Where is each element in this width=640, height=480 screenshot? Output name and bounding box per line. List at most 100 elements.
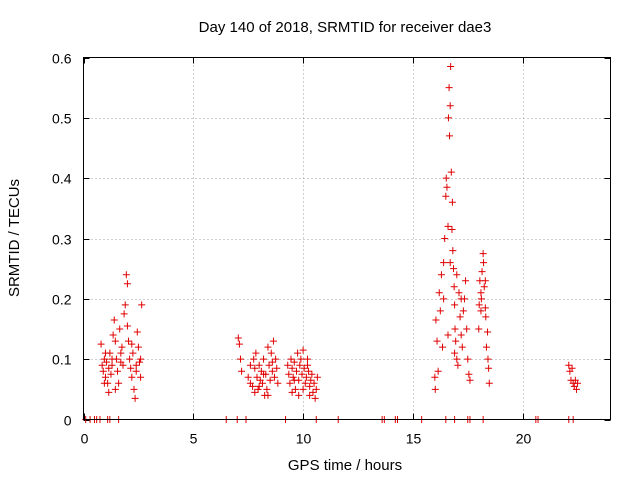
data-point xyxy=(265,361,273,369)
data-point xyxy=(456,313,464,321)
data-point xyxy=(271,373,279,381)
data-point xyxy=(263,385,271,393)
data-point xyxy=(485,379,493,387)
data-point xyxy=(234,334,242,342)
y-tick-label: 0.4 xyxy=(52,171,72,187)
data-point xyxy=(299,346,307,354)
data-point xyxy=(135,358,143,366)
data-point xyxy=(101,349,109,357)
data-point xyxy=(442,192,450,200)
data-point xyxy=(445,84,453,92)
data-point xyxy=(253,373,261,381)
data-point xyxy=(134,343,142,351)
data-point xyxy=(441,235,449,242)
data-point xyxy=(572,385,580,393)
data-point xyxy=(129,349,137,357)
data-point xyxy=(273,364,281,372)
data-point xyxy=(272,355,280,363)
data-point xyxy=(254,385,262,393)
data-point xyxy=(306,391,314,399)
data-point xyxy=(565,361,573,369)
data-point xyxy=(103,358,111,366)
x-axis-label: GPS time / hours xyxy=(288,457,402,474)
data-point xyxy=(482,343,490,351)
data-point xyxy=(109,331,117,339)
data-point xyxy=(301,379,309,387)
data-point xyxy=(444,331,452,339)
data-point xyxy=(440,259,448,267)
data-point xyxy=(290,358,298,366)
data-point xyxy=(439,343,447,351)
data-point xyxy=(484,328,492,336)
data-point xyxy=(288,388,296,396)
data-point xyxy=(457,295,465,303)
data-point xyxy=(477,307,485,315)
data-point xyxy=(436,307,444,315)
data-point xyxy=(442,174,450,182)
data-point xyxy=(298,370,306,378)
data-point xyxy=(313,373,321,381)
data-point xyxy=(432,316,440,324)
data-point xyxy=(101,373,109,381)
data-point xyxy=(464,355,472,363)
data-point xyxy=(457,331,465,339)
data-point xyxy=(137,373,145,381)
data-point xyxy=(465,370,473,378)
data-point xyxy=(479,250,487,258)
data-point xyxy=(450,283,458,291)
data-point xyxy=(289,373,297,381)
data-point xyxy=(108,355,116,363)
data-point xyxy=(238,367,246,375)
data-point xyxy=(299,385,307,393)
data-point xyxy=(312,385,320,393)
data-point xyxy=(116,325,124,333)
data-point xyxy=(478,268,486,276)
data-point xyxy=(475,301,483,309)
data-point xyxy=(114,367,122,375)
data-point xyxy=(446,102,454,110)
data-point xyxy=(120,310,128,318)
data-point xyxy=(440,295,448,303)
data-point xyxy=(433,337,441,345)
plot-frame xyxy=(83,57,611,420)
data-point xyxy=(485,364,493,372)
y-axis-label: SRMTID / TECUs xyxy=(6,179,23,297)
data-point xyxy=(130,385,138,393)
data-point xyxy=(481,277,489,285)
data-point xyxy=(307,376,315,384)
data-point xyxy=(115,379,123,387)
data-point xyxy=(435,289,443,297)
data-point xyxy=(452,337,460,345)
data-point xyxy=(290,376,298,384)
data-point xyxy=(255,361,263,369)
data-point xyxy=(443,183,451,191)
data-point xyxy=(237,355,245,363)
data-point xyxy=(107,370,115,378)
data-point xyxy=(444,222,452,230)
data-point xyxy=(463,325,471,333)
data-point xyxy=(264,391,272,399)
data-point xyxy=(447,63,455,71)
data-point xyxy=(260,370,268,378)
data-point xyxy=(252,349,260,357)
data-point xyxy=(266,376,274,384)
data-point xyxy=(131,394,139,402)
y-tick-label: 0 xyxy=(64,413,72,429)
data-point xyxy=(459,307,467,315)
data-point xyxy=(258,379,266,387)
y-tick-label: 0.6 xyxy=(52,51,72,67)
data-point xyxy=(453,271,461,279)
data-point xyxy=(482,313,490,321)
data-point xyxy=(449,247,457,255)
data-point xyxy=(431,385,439,393)
data-point xyxy=(235,340,243,348)
data-point xyxy=(434,367,442,375)
data-point xyxy=(308,370,316,378)
data-point xyxy=(125,337,133,345)
data-point xyxy=(477,295,485,303)
y-tick-label: 0.1 xyxy=(52,352,72,368)
data-point xyxy=(309,388,317,396)
data-point xyxy=(287,355,295,363)
data-point xyxy=(123,280,131,288)
